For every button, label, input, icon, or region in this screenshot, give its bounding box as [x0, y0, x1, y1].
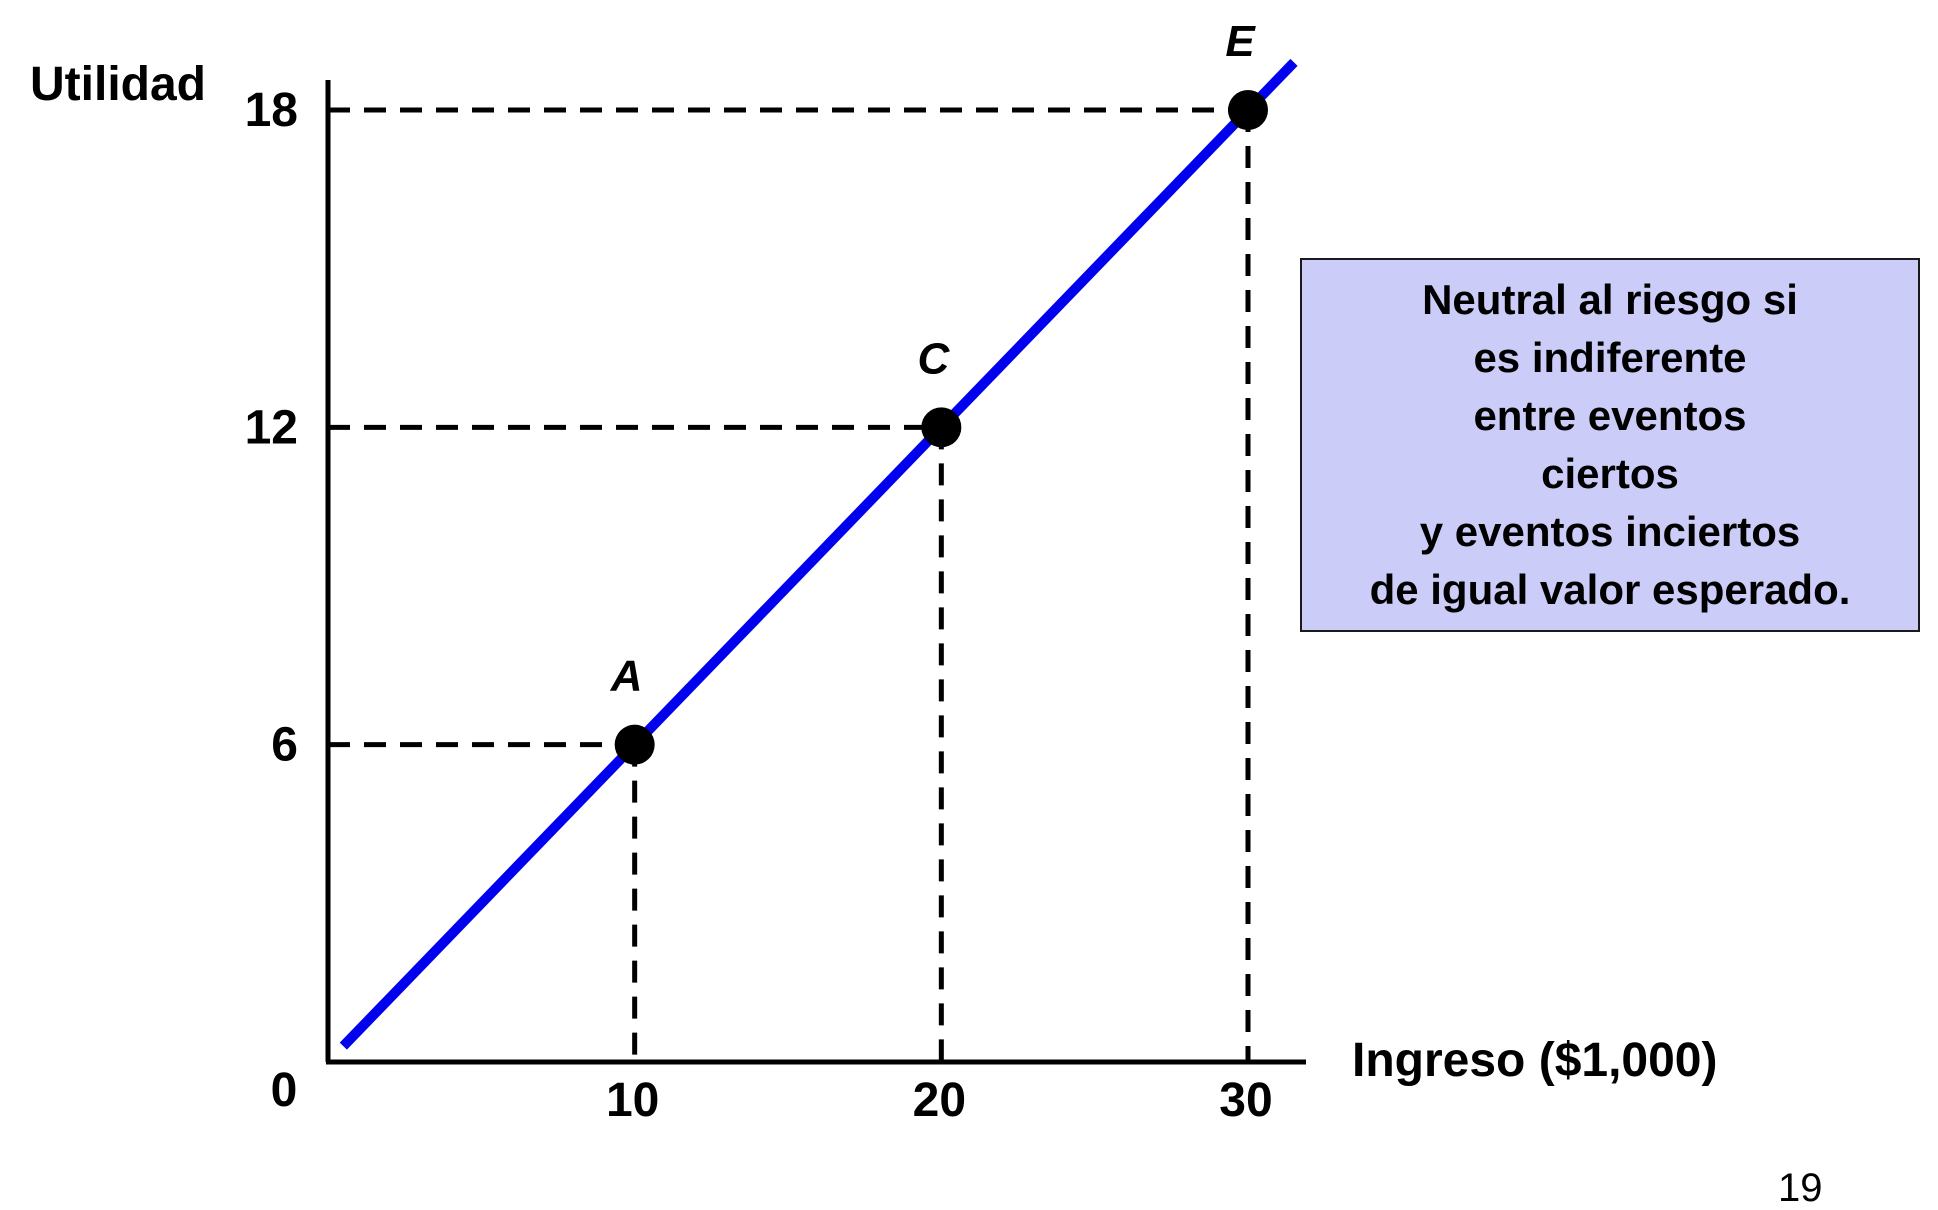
dashed-guides — [328, 107, 1251, 1062]
point-label-C: C — [917, 334, 950, 383]
y-tick-label: 6 — [271, 719, 298, 772]
y-tick-label: 12 — [245, 401, 298, 454]
point-E — [1228, 90, 1268, 130]
page-number: 19 — [1778, 1166, 1823, 1210]
x-tick-label: 20 — [913, 1074, 966, 1127]
point-C — [921, 407, 962, 448]
utility-line — [339, 58, 1298, 1050]
annotation-line: y eventos inciertos — [1419, 508, 1801, 555]
annotation-line: de igual valor esperado. — [1369, 566, 1851, 613]
x-tick-label: 10 — [606, 1074, 659, 1127]
annotation-line: es indiferente — [1473, 334, 1747, 381]
annotation-line: Neutral al riesgo si — [1422, 276, 1798, 323]
data-points: A C E — [610, 17, 1268, 765]
annotation-box: Neutral al riesgo si es indiferente entr… — [1300, 258, 1920, 632]
point-label-E: E — [1225, 17, 1256, 66]
tick-labels: 10 20 30 6 12 18 — [245, 84, 1273, 1127]
y-axis-label: Utilidad — [30, 58, 206, 111]
annotation-line: ciertos — [1541, 450, 1679, 497]
x-axis-label: Ingreso ($1,000) — [1352, 1034, 1717, 1087]
point-A — [614, 724, 655, 765]
point-label-A: A — [610, 652, 643, 701]
y-tick-label: 18 — [245, 84, 298, 137]
annotation-line: entre eventos — [1473, 392, 1747, 439]
x-tick-label: 30 — [1219, 1074, 1272, 1127]
origin-label: 0 — [271, 1064, 298, 1117]
